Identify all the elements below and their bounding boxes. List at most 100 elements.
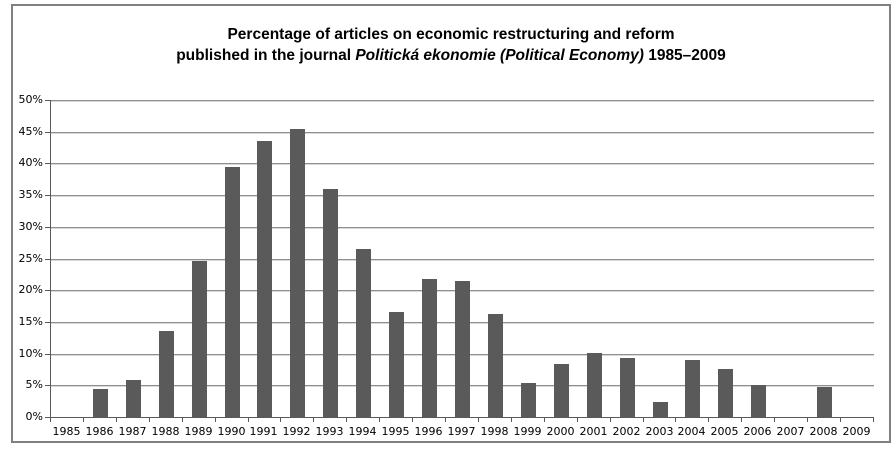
y-tick-label-0: 0% (25, 410, 43, 423)
x-tick-label-2003: 2003 (645, 425, 674, 438)
y-tick-mark (45, 290, 51, 291)
x-tick-label-1996: 1996 (414, 425, 443, 438)
x-tick-label-2005: 2005 (710, 425, 739, 438)
bar-1987 (126, 380, 141, 417)
y-tick-label-35: 35% (18, 188, 43, 202)
plot-area (50, 100, 874, 418)
bar-2000 (554, 364, 569, 417)
bar-1996 (422, 279, 437, 417)
x-tick-label-1985: 1985 (52, 425, 81, 438)
bar-2003 (653, 402, 668, 417)
bar-2001 (587, 353, 602, 417)
x-tick-mark (741, 418, 742, 422)
chart-border (11, 4, 891, 443)
x-tick-label-2001: 2001 (579, 425, 608, 438)
x-tick-mark (346, 418, 347, 422)
x-tick-label-1994: 1994 (348, 425, 377, 438)
x-tick-label-1995: 1995 (381, 425, 410, 438)
chart-title-line1: Percentage of articles on economic restr… (227, 26, 675, 43)
bar-1989 (192, 261, 207, 417)
y-tick-mark (45, 322, 51, 323)
x-tick-label-1990: 1990 (217, 425, 246, 438)
x-tick-label-1992: 1992 (282, 425, 311, 438)
x-tick-label-1988: 1988 (151, 425, 180, 438)
x-tick-mark (280, 418, 281, 422)
x-tick-label-2006: 2006 (743, 425, 772, 438)
gridline-50 (51, 100, 874, 101)
bar-1998 (488, 314, 503, 417)
x-tick-mark (412, 418, 413, 422)
x-tick-label-1991: 1991 (249, 425, 278, 438)
bar-1990 (225, 167, 240, 417)
x-tick-mark (675, 418, 676, 422)
y-tick-mark (45, 417, 51, 418)
x-tick-mark (610, 418, 611, 422)
x-tick-label-1986: 1986 (85, 425, 114, 438)
chart-title-line2-prefix: published in the journal (176, 47, 356, 64)
x-tick-label-1987: 1987 (118, 425, 147, 438)
x-tick-label-2000: 2000 (546, 425, 575, 438)
bar-1991 (257, 141, 272, 417)
x-tick-mark (215, 418, 216, 422)
y-tick-mark (45, 354, 51, 355)
x-tick-mark (50, 418, 51, 422)
chart-title-journal-name: Politická ekonomie (Political Economy) (355, 47, 644, 64)
y-tick-label-20: 20% (18, 283, 43, 297)
bar-2004 (685, 360, 700, 417)
x-tick-mark (774, 418, 775, 422)
bar-1997 (455, 281, 470, 417)
x-tick-mark (182, 418, 183, 422)
x-tick-label-2009: 2009 (842, 425, 871, 438)
y-tick-label-50: 50% (18, 93, 43, 106)
x-tick-label-2002: 2002 (612, 425, 641, 438)
y-tick-mark (45, 385, 51, 386)
y-tick-mark (45, 227, 51, 228)
x-tick-mark (116, 418, 117, 422)
y-tick-mark (45, 259, 51, 260)
x-tick-mark (83, 418, 84, 422)
y-tick-label-15: 15% (18, 314, 43, 328)
x-tick-mark (577, 418, 578, 422)
x-tick-label-2004: 2004 (677, 425, 706, 438)
x-tick-mark (445, 418, 446, 422)
x-tick-label-2008: 2008 (809, 425, 838, 438)
x-tick-mark (478, 418, 479, 422)
bar-1999 (521, 383, 536, 417)
x-tick-mark (511, 418, 512, 422)
bar-1994 (356, 249, 371, 417)
x-tick-label-2007: 2007 (776, 425, 805, 438)
x-tick-mark (873, 418, 874, 422)
y-tick-mark (45, 100, 51, 101)
gridline-35 (51, 195, 874, 197)
x-tick-label-1997: 1997 (447, 425, 476, 438)
chart-title-line2: published in the journal Politická ekono… (11, 45, 891, 66)
x-tick-mark (840, 418, 841, 422)
gridline-30 (51, 226, 874, 228)
x-tick-mark (379, 418, 380, 422)
gridline-45 (51, 131, 874, 133)
bar-1993 (323, 189, 338, 417)
bar-2005 (718, 369, 733, 417)
x-tick-mark (643, 418, 644, 422)
x-tick-mark (708, 418, 709, 422)
bar-1986 (93, 389, 108, 417)
y-tick-mark (45, 163, 51, 164)
gridline-25 (51, 258, 874, 260)
bar-1995 (389, 312, 404, 417)
chart-title-line2-suffix: 1985–2009 (643, 47, 726, 64)
bar-1992 (290, 129, 305, 417)
y-tick-label-10: 10% (18, 346, 43, 360)
bar-2002 (620, 358, 635, 417)
y-tick-label-30: 30% (18, 219, 43, 233)
x-tick-label-1993: 1993 (315, 425, 344, 438)
x-tick-label-1999: 1999 (513, 425, 542, 438)
y-tick-label-25: 25% (18, 251, 43, 265)
x-tick-mark (313, 418, 314, 422)
y-tick-mark (45, 132, 51, 133)
bar-1988 (159, 331, 174, 417)
x-tick-mark (248, 418, 249, 422)
bar-2008 (817, 387, 832, 417)
y-tick-label-5: 5% (25, 378, 43, 392)
x-tick-label-1998: 1998 (480, 425, 509, 438)
